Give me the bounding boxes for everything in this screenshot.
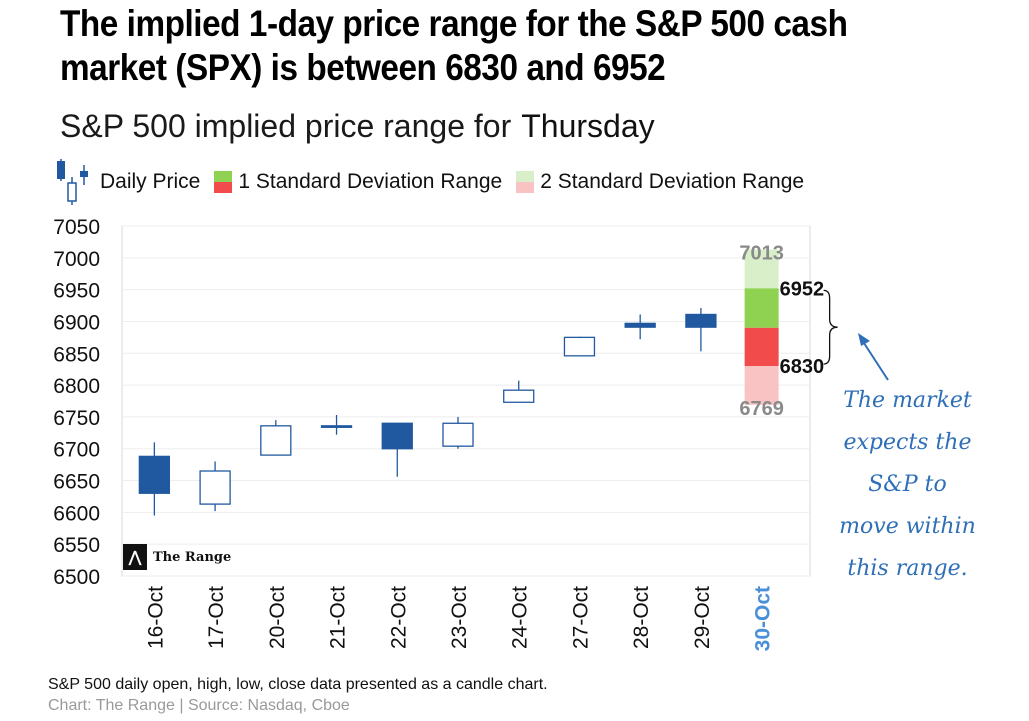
x-tick-label-forecast: 30-Oct bbox=[752, 586, 775, 651]
y-tick-label: 6600 bbox=[53, 502, 100, 525]
subtitle-text: S&P 500 implied price range for bbox=[60, 108, 512, 144]
one-sd-upper-band bbox=[744, 288, 779, 328]
annotation-arrow-head-icon bbox=[858, 333, 870, 346]
two-sd-low-label: 6769 bbox=[739, 398, 784, 420]
annotation-arrow-line bbox=[861, 339, 889, 381]
plot-area bbox=[121, 225, 811, 577]
legend-label-two-sd: 2 Standard Deviation Range bbox=[540, 170, 805, 193]
x-tick-label: 27-Oct bbox=[569, 586, 592, 649]
x-tick-label: 29-Oct bbox=[691, 586, 714, 649]
legend-label-one-sd: 1 Standard Deviation Range bbox=[238, 170, 503, 193]
legend-item-daily-price: Daily Price bbox=[54, 159, 200, 205]
x-tick-label: 22-Oct bbox=[387, 586, 410, 649]
candle-body-down bbox=[624, 322, 656, 328]
range-bracket bbox=[823, 289, 838, 365]
y-tick-label: 6950 bbox=[53, 280, 100, 303]
x-tick-label: 24-Oct bbox=[509, 586, 532, 649]
candle-legend-icon bbox=[57, 159, 88, 205]
x-tick-label: 17-Oct bbox=[205, 586, 228, 649]
candle-body-down bbox=[381, 422, 413, 450]
two-sd-high-label: 7013 bbox=[739, 243, 784, 265]
x-tick-label: 23-Oct bbox=[448, 586, 471, 649]
x-tick-label: 28-Oct bbox=[630, 586, 653, 649]
chart-credit: Chart: The Range | Source: Nasdaq, Cboe bbox=[48, 697, 350, 714]
candle-body-down bbox=[685, 313, 717, 328]
one-sd-low-label: 6830 bbox=[780, 356, 825, 378]
range-annotation: The market expects the S&P to move withi… bbox=[839, 388, 976, 581]
one-sd-lower-band bbox=[744, 327, 779, 366]
candle-body-down bbox=[138, 455, 171, 494]
candle-body-up bbox=[563, 336, 596, 357]
y-tick-label: 6700 bbox=[53, 439, 100, 462]
one-sd-swatch-icon bbox=[214, 171, 233, 193]
candle-body-up bbox=[442, 422, 474, 447]
logo-text: The Range bbox=[153, 549, 232, 565]
two-sd-swatch-icon bbox=[516, 171, 535, 193]
y-tick-label: 6800 bbox=[53, 375, 100, 398]
y-tick-label: 6550 bbox=[53, 534, 100, 557]
y-tick-label: 6750 bbox=[53, 407, 100, 430]
x-tick-label: 21-Oct bbox=[327, 586, 350, 649]
y-tick-label: 7050 bbox=[53, 216, 100, 239]
chart-legend: Daily Price 1 Standard Deviation Range 2… bbox=[54, 158, 818, 206]
chart-caption: S&P 500 daily open, high, low, close dat… bbox=[48, 676, 548, 693]
legend-label-daily-price: Daily Price bbox=[100, 170, 201, 193]
subtitle-day: Thursday bbox=[521, 108, 655, 144]
y-tick-label: 6850 bbox=[53, 343, 100, 366]
candle-body-down bbox=[320, 425, 353, 428]
y-tick-label: 7000 bbox=[53, 248, 100, 271]
legend-item-two-sd: 2 Standard Deviation Range bbox=[516, 170, 804, 194]
candle-body-up bbox=[503, 389, 535, 403]
one-sd-high-label: 6952 bbox=[780, 278, 825, 300]
the-range-logo: ⋀ The Range bbox=[123, 544, 231, 570]
headline: The implied 1-day price range for the S&… bbox=[60, 3, 848, 88]
y-tick-label: 6900 bbox=[53, 311, 100, 334]
candle-body-up bbox=[260, 425, 292, 456]
y-tick-label: 6650 bbox=[53, 471, 100, 494]
two-sd-lower-band bbox=[744, 366, 779, 405]
chart-subtitle: S&P 500 implied price range for Thursday bbox=[60, 106, 655, 146]
y-tick-label: 6500 bbox=[53, 566, 100, 589]
two-sd-upper-band bbox=[744, 249, 779, 289]
legend-item-one-sd: 1 Standard Deviation Range bbox=[214, 170, 502, 194]
candle-body-up bbox=[199, 470, 231, 505]
x-tick-label: 20-Oct bbox=[266, 586, 289, 649]
x-tick-label: 16-Oct bbox=[144, 586, 167, 649]
range-logo-icon: ⋀ bbox=[123, 544, 147, 570]
